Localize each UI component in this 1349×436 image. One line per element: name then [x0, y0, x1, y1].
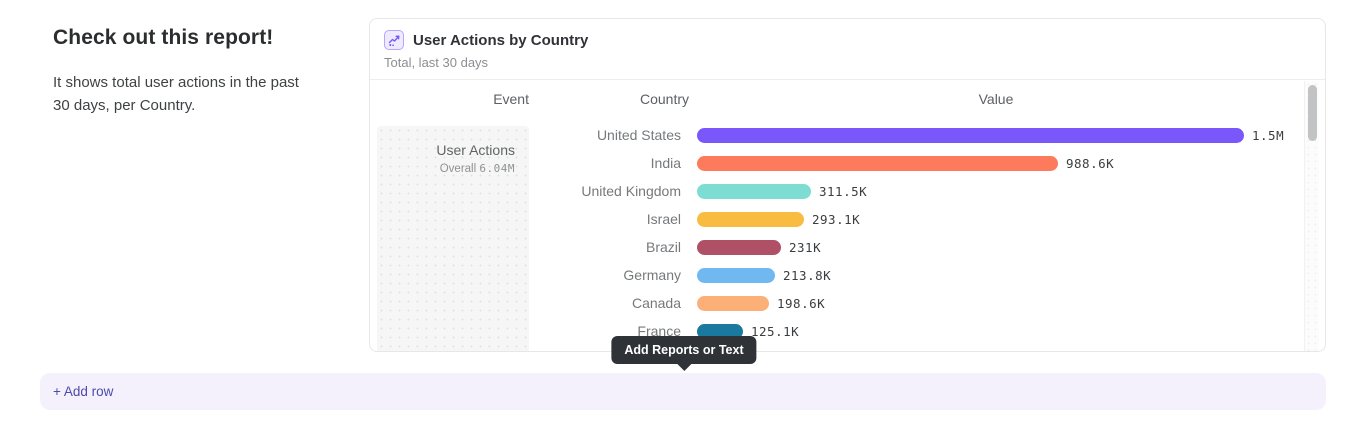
bar-segment[interactable]: [697, 295, 769, 311]
bar-track: 198.6K: [697, 295, 826, 311]
bar-value-label: 125.1K: [751, 323, 800, 339]
event-overall-label: Overall: [439, 163, 477, 175]
bar-category-label: Germany: [623, 267, 681, 283]
report-subtitle: Total, last 30 days: [384, 55, 489, 70]
column-header-country: Country: [639, 91, 689, 107]
bar-category-label: Israel: [646, 211, 681, 227]
report-title: User Actions by Country: [413, 31, 589, 49]
event-cell[interactable]: User Actions Overall 6.04M: [377, 126, 529, 351]
bar-row-brazil[interactable]: Brazil 231K: [370, 233, 1290, 261]
bar-row-united-states[interactable]: United States 1.5M: [370, 121, 1290, 149]
bar-value-label: 988.6K: [1066, 155, 1115, 171]
bar-track: 311.5K: [697, 183, 868, 199]
event-name: User Actions: [436, 142, 515, 158]
bar-value-label: 293.1K: [812, 211, 861, 227]
event-overall: Overall 6.04M: [377, 162, 515, 175]
bar-track: 231K: [697, 239, 822, 255]
bar-category-label: India: [650, 155, 681, 171]
report-card[interactable]: User Actions by Country Total, last 30 d…: [369, 18, 1326, 352]
add-reports-tooltip-label: Add Reports or Text: [624, 343, 744, 357]
bar-category-label: Brazil: [645, 239, 681, 255]
bar-segment[interactable]: [697, 127, 1244, 143]
bar-track: 1.5M: [697, 127, 1285, 143]
bar-value-label: 198.6K: [777, 295, 826, 311]
bar-track: 988.6K: [697, 155, 1115, 171]
bar-chart: Event Country Value User Actions Overall…: [370, 81, 1325, 351]
add-row-label: + Add row: [53, 384, 114, 399]
bar-track: 293.1K: [697, 211, 861, 227]
event-overall-value: 6.04M: [479, 162, 515, 175]
bar-row-united-kingdom[interactable]: United Kingdom 311.5K: [370, 177, 1290, 205]
bar-segment[interactable]: [697, 211, 804, 227]
bar-value-label: 231K: [789, 239, 822, 255]
bar-category-label: Canada: [631, 295, 681, 311]
bar-value-label: 1.5M: [1252, 127, 1285, 143]
bar-row-france[interactable]: France 125.1K: [370, 317, 1290, 345]
bar-value-label: 311.5K: [819, 183, 868, 199]
bar-segment[interactable]: [697, 183, 811, 199]
bar-segment[interactable]: [697, 239, 781, 255]
chart-scrollbar-thumb[interactable]: [1308, 85, 1317, 141]
add-reports-tooltip: Add Reports or Text: [611, 336, 757, 371]
tooltip-arrow-icon: [675, 363, 692, 371]
bar-category-label: United Kingdom: [581, 183, 681, 199]
report-card-header: User Actions by Country Total, last 30 d…: [370, 19, 1325, 80]
line-chart-icon: [384, 30, 404, 50]
bar-segment[interactable]: [697, 323, 743, 339]
bar-category-label: France: [637, 323, 681, 339]
page-description: It shows total user actions in the past …: [53, 74, 299, 114]
bar-row-canada[interactable]: Canada 198.6K: [370, 289, 1290, 317]
bar-value-label: 213.8K: [783, 267, 832, 283]
bar-row-germany[interactable]: Germany 213.8K: [370, 261, 1290, 289]
bar-track: 125.1K: [697, 323, 800, 339]
bar-segment[interactable]: [697, 267, 775, 283]
chart-scrollbar[interactable]: [1304, 81, 1319, 351]
bar-segment[interactable]: [697, 155, 1058, 171]
column-header-event: Event: [493, 91, 529, 107]
column-header-value: Value: [978, 91, 1014, 107]
bar-track: 213.8K: [697, 267, 832, 283]
bar-row-india[interactable]: India 988.6K: [370, 149, 1290, 177]
add-row-button[interactable]: + Add row: [40, 373, 1326, 410]
bar-category-label: United States: [596, 127, 681, 143]
intro-block: Check out this report! It shows total us…: [53, 26, 303, 117]
bar-row-israel[interactable]: Israel 293.1K: [370, 205, 1290, 233]
page-title: Check out this report!: [53, 26, 274, 49]
